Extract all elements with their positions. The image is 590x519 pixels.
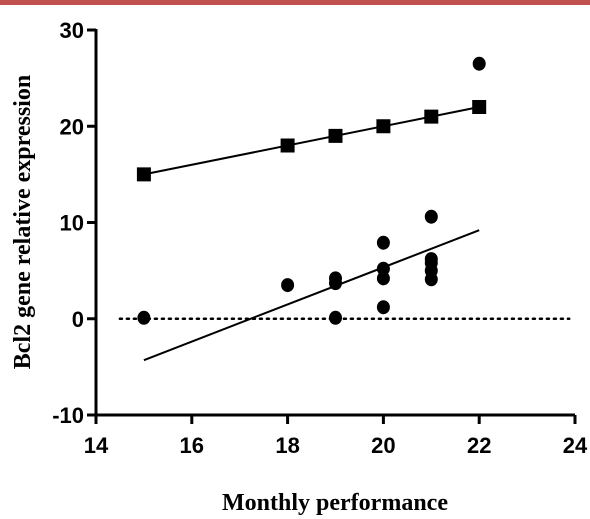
circle-point (472, 56, 486, 71)
top-accent-rule (0, 0, 590, 5)
circle-point (424, 252, 438, 267)
x-tick-label: 18 (275, 433, 299, 458)
y-tick-label: 0 (72, 307, 84, 332)
y-tick-label: 20 (60, 114, 84, 139)
y-tick-label: 30 (60, 18, 84, 43)
x-axis-title: Monthly performance (222, 490, 448, 516)
square-point (328, 128, 343, 143)
square-point (280, 138, 295, 153)
circle-point (329, 271, 342, 286)
circle-point (376, 261, 390, 276)
circle-point (137, 310, 151, 325)
data-marks (136, 56, 487, 325)
square-series-fit-line (143, 106, 480, 176)
circle-point (376, 300, 390, 315)
x-tick-label: 24 (563, 433, 588, 458)
x-tick-label: 14 (84, 433, 109, 458)
square-point (136, 167, 151, 182)
circle-point (329, 310, 342, 325)
circle-point (376, 271, 390, 286)
x-tick-label: 22 (467, 433, 491, 458)
y-axis-title: Bcl2 gene relative expression (10, 75, 36, 369)
x-tick-label: 20 (371, 433, 395, 458)
y-tick-label: -10 (52, 403, 84, 428)
axes: -10 0 10 20 30 14 16 18 20 22 24 (52, 18, 588, 458)
x-tick-label: 16 (180, 433, 204, 458)
lines (118, 106, 571, 362)
square-point (376, 119, 391, 134)
circle-point (281, 278, 295, 293)
y-tick-label: 10 (60, 211, 84, 236)
square-point (472, 100, 487, 114)
circle-point (424, 209, 438, 224)
circle-series-fit-line (143, 229, 480, 362)
circle-point (376, 235, 390, 250)
square-point (424, 109, 439, 124)
